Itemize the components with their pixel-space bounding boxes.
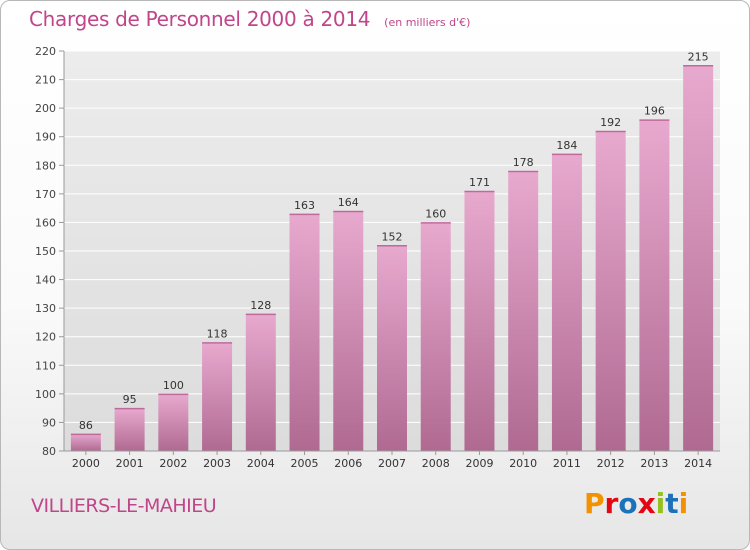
value-label-2003: 118 [207, 327, 228, 340]
value-label-2002: 100 [163, 379, 184, 392]
y-tick-label: 160 [35, 216, 56, 229]
y-tick-label: 180 [35, 159, 56, 172]
value-label-2001: 95 [123, 393, 137, 406]
x-tick-label-2012: 2012 [597, 457, 625, 470]
bars [70, 65, 714, 452]
logo-letter: i [678, 487, 689, 520]
value-label-2000: 86 [79, 419, 93, 432]
bar-2014 [683, 65, 714, 452]
bar-2000 [70, 433, 101, 451]
bar-2005 [289, 213, 320, 451]
x-tick-label-2006: 2006 [334, 457, 362, 470]
x-tick-label-2013: 2013 [640, 457, 668, 470]
logo-letter: i [655, 487, 666, 520]
x-tick-label-2004: 2004 [247, 457, 275, 470]
value-label-2010: 178 [513, 156, 534, 169]
y-tick-label: 120 [35, 331, 56, 344]
x-tick-label-2007: 2007 [378, 457, 406, 470]
chart-subtitle: (en milliers d'€) [384, 16, 471, 29]
y-tick-label: 100 [35, 388, 56, 401]
y-tick-label: 80 [42, 445, 56, 458]
y-tick-label: 150 [35, 245, 56, 258]
value-label-2005: 163 [294, 199, 315, 212]
value-label-2012: 192 [600, 116, 621, 129]
bar-2007 [377, 245, 407, 451]
commune-name: VILLIERS-LE-MAHIEU [31, 495, 217, 517]
logo-letter: P [584, 487, 605, 520]
bar-2011 [551, 153, 582, 451]
y-axis: 80 90 100 110 120 130 140 150 160 170 180 190 200 210… [35, 45, 65, 458]
value-label-2006: 164 [338, 196, 359, 209]
logo-letter: o [618, 487, 638, 520]
x-tick-label-2005: 2005 [291, 457, 319, 470]
y-tick-label: 130 [35, 302, 56, 315]
bar-2004 [245, 313, 276, 451]
value-labels: 86 95 100 118 128 163 164 152 160 171 178 184 192 196… [79, 50, 709, 432]
x-tick-label-2011: 2011 [553, 457, 581, 470]
bar-2008 [420, 222, 451, 451]
bar-2003 [202, 342, 233, 451]
value-label-2008: 160 [425, 207, 446, 220]
x-tick-label-2001: 2001 [116, 457, 144, 470]
y-tick-label: 90 [42, 416, 56, 429]
value-label-2013: 196 [644, 105, 665, 118]
title-row: Charges de Personnel 2000 à 2014 (en mill… [29, 7, 470, 31]
y-tick-label: 220 [35, 45, 56, 58]
x-tick-label-2002: 2002 [159, 457, 187, 470]
value-label-2011: 184 [556, 139, 577, 152]
chart-title: Charges de Personnel 2000 à 2014 [29, 7, 371, 31]
value-label-2014: 215 [688, 50, 709, 63]
y-tick-label: 170 [35, 188, 56, 201]
bar-2013 [639, 119, 670, 452]
x-tick-label-2009: 2009 [465, 457, 493, 470]
x-tick-label-2010: 2010 [509, 457, 537, 470]
y-tick-label: 140 [35, 274, 56, 287]
logo-letter: t [665, 487, 679, 520]
y-tick-label: 190 [35, 131, 56, 144]
value-label-2004: 128 [250, 299, 271, 312]
x-tick-label-2014: 2014 [684, 457, 712, 470]
bar-2009 [464, 191, 495, 451]
logo-letter: x [637, 487, 656, 520]
value-label-2007: 152 [382, 230, 403, 243]
x-tick-label-2008: 2008 [422, 457, 450, 470]
x-axis: 2000 2001 2002 2003 2004 2005 2006 2007 2008 2009… [64, 450, 720, 470]
x-tick-label-2000: 2000 [72, 457, 100, 470]
proxiti-logo[interactable]: Proxiti [584, 487, 688, 520]
bar-2001 [114, 408, 145, 451]
y-tick-label: 210 [35, 74, 56, 87]
x-tick-label-2003: 2003 [203, 457, 231, 470]
logo-letter: r [604, 487, 619, 520]
y-tick-label: 200 [35, 102, 56, 115]
value-label-2009: 171 [469, 176, 490, 189]
bar-2010 [508, 171, 539, 451]
bar-2012 [595, 131, 626, 451]
y-tick-label: 110 [35, 359, 56, 372]
bar-2002 [158, 393, 189, 451]
bar-2006 [333, 211, 364, 451]
